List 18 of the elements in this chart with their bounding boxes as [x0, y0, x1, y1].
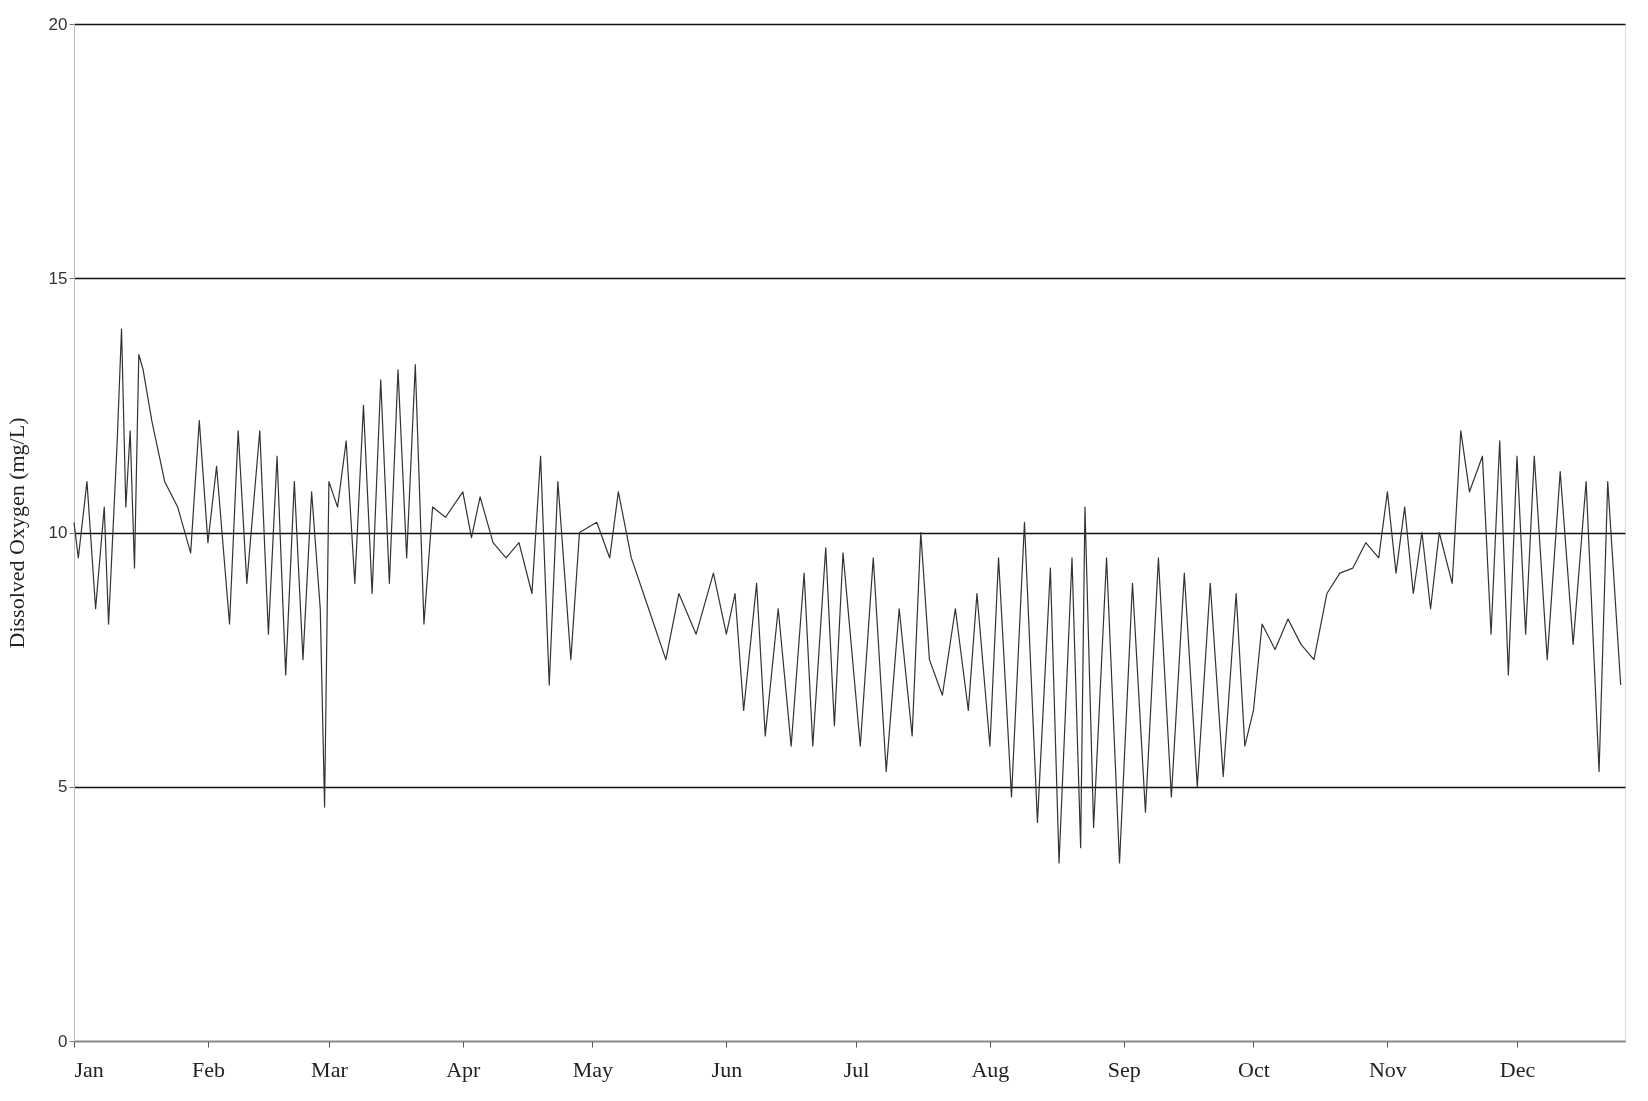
x-tick-label: Jan — [74, 1056, 104, 1082]
y-tick-label: 20 — [48, 14, 68, 34]
y-tick-label: 10 — [48, 523, 68, 542]
x-tick-label: Feb — [191, 1056, 225, 1082]
x-tick-label: Oct — [1238, 1056, 1270, 1082]
x-tick-label: Sep — [1107, 1056, 1141, 1082]
x-tick-label: Mar — [311, 1056, 349, 1082]
x-tick-label: Aug — [971, 1056, 1010, 1082]
y-tick-label: 5 — [58, 777, 68, 797]
y-axis-title: Dissolved Oxygen (mg/L) — [3, 417, 29, 649]
x-tick-label: Jun — [711, 1056, 743, 1082]
x-tick-label: May — [572, 1056, 614, 1082]
y-tick-label: 0 — [58, 1031, 68, 1051]
x-tick-label: Nov — [1368, 1056, 1407, 1082]
x-tick-label: Apr — [446, 1056, 482, 1082]
x-tick-label: Dec — [1499, 1056, 1536, 1082]
y-tick-label: 15 — [48, 268, 68, 288]
x-tick-label: Jul — [843, 1056, 870, 1082]
